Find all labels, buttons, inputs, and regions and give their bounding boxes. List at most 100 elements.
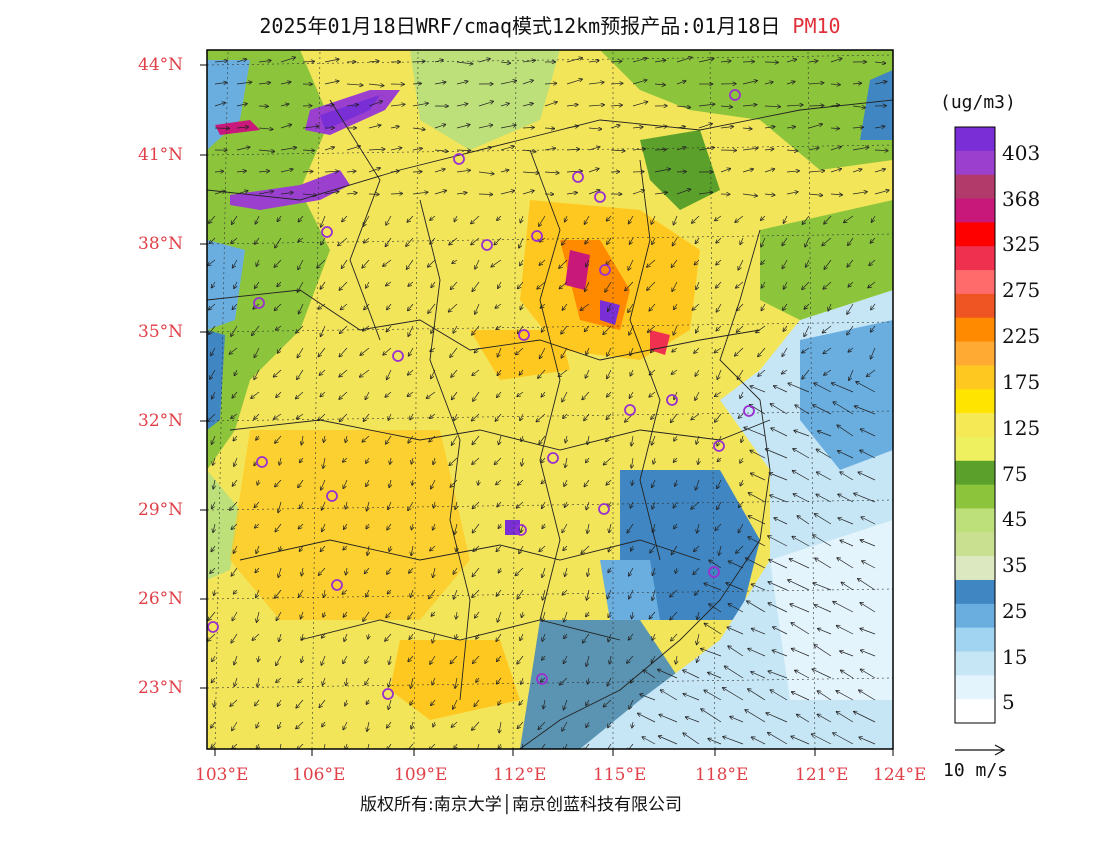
wind-arrow (797, 516, 810, 525)
wind-arrow (232, 721, 238, 731)
wind-arrow (541, 677, 546, 682)
wind-arrow (812, 734, 832, 745)
wind-arrow (211, 545, 216, 552)
wind-arrow (236, 171, 246, 172)
wind-arrow (390, 148, 402, 150)
wind-arrow (280, 193, 293, 195)
wind-arrow (363, 215, 370, 226)
wind-arrow (587, 523, 589, 533)
wind-arrow (647, 281, 656, 290)
wind-arrow (231, 413, 238, 418)
legend-label: 45 (1002, 507, 1028, 531)
wind-arrow (322, 633, 326, 638)
wind-reference-label: 10 m/s (943, 760, 1009, 781)
wind-arrow (752, 629, 766, 635)
wind-arrow (453, 567, 458, 574)
wind-arrow (737, 369, 744, 379)
wind-arrow (782, 347, 788, 356)
wind-arrow (541, 457, 546, 463)
wind-arrow (230, 501, 238, 510)
wind-arrow (608, 567, 611, 572)
wind-arrow (521, 677, 523, 684)
wind-arrow (277, 699, 282, 706)
wind-arrow (451, 281, 458, 289)
wind-arrow (813, 405, 832, 415)
wind-arrow (738, 523, 744, 533)
wind-arrow (515, 567, 524, 576)
wind-arrow (813, 535, 832, 547)
wind-arrow (280, 169, 293, 173)
wind-arrow (236, 82, 252, 84)
wind-arrow (300, 457, 303, 462)
wind-arrow (676, 655, 677, 664)
wind-arrow (774, 518, 788, 525)
wind-arrow (697, 633, 699, 645)
wind-arrow (852, 106, 865, 108)
wind-arrow (256, 545, 259, 553)
wind-arrow (232, 743, 238, 749)
wind-arrow (472, 523, 480, 533)
wind-arrow (649, 391, 656, 397)
wind-arrow (673, 325, 678, 335)
wind-arrow (321, 237, 326, 245)
wind-arrow (604, 457, 612, 465)
legend-label: 368 (1002, 187, 1041, 211)
wind-arrow (324, 192, 339, 195)
legend-colorbar (955, 127, 995, 724)
wind-arrow (427, 391, 436, 398)
wind-arrow (824, 215, 832, 224)
wind-arrow (234, 281, 237, 288)
wind-arrow (673, 501, 678, 508)
wind-arrow (874, 62, 886, 63)
wind-arrow (500, 81, 516, 85)
wind-arrow (277, 215, 282, 221)
wind-arrow (563, 545, 568, 550)
wind-arrow (717, 369, 722, 379)
wind-arrow (476, 633, 479, 639)
wind-arrow (786, 59, 796, 63)
wind-arrow (716, 281, 722, 288)
lon-label-118: 118°E (695, 765, 749, 785)
wind-arrow (344, 523, 348, 529)
wind-arrow (434, 82, 446, 84)
wind-arrow (671, 545, 678, 555)
wind-arrow (360, 369, 370, 377)
graticule (207, 50, 893, 749)
wind-arrow (874, 126, 885, 128)
wind-arrow (478, 59, 490, 63)
wind-arrow (456, 545, 457, 551)
wind-arrow (362, 435, 370, 442)
wind-arrow (654, 60, 666, 62)
wind-arrow (346, 567, 347, 575)
wind-arrow (544, 83, 557, 84)
wind-arrow (659, 715, 678, 723)
wind-arrow (840, 540, 854, 547)
wind-arrow (497, 611, 502, 622)
wind-arrow (608, 545, 611, 552)
wind-arrow (258, 128, 273, 129)
wind-arrow (674, 303, 677, 309)
lat-label-23: 23°N (138, 678, 184, 698)
wind-arrow (275, 435, 282, 443)
wind-arrow (213, 457, 215, 465)
wind-arrow (324, 435, 326, 442)
wind-arrow (542, 655, 545, 660)
wind-arrow (214, 699, 215, 707)
wind-arrow (366, 281, 370, 288)
wind-arrow (433, 567, 435, 577)
wind-arrow (627, 655, 634, 663)
wind-arrow (279, 633, 281, 642)
wind-arrow (346, 501, 348, 509)
wind-arrow (632, 80, 647, 85)
wind-arrow (522, 150, 536, 152)
wind-arrow (368, 84, 384, 86)
wind-arrow (739, 501, 744, 507)
wind-arrow (433, 457, 435, 464)
wind-arrow (411, 677, 414, 688)
wind-arrow (430, 215, 436, 220)
wind-arrow (580, 303, 590, 310)
wind-arrow (701, 649, 722, 657)
wind-arrow (450, 479, 458, 487)
wind-arrow (387, 369, 392, 380)
